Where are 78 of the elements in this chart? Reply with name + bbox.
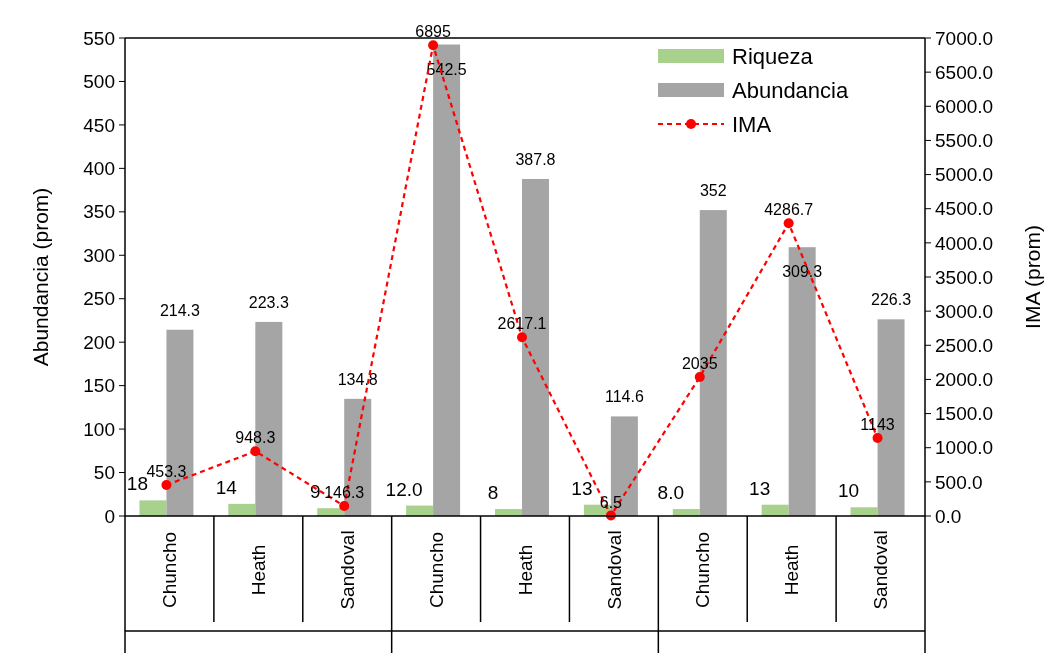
data-label: 352 [699, 182, 727, 200]
data-label: 8.0 [657, 482, 684, 504]
y2-tick-label: 3500.0 [935, 266, 994, 288]
x-tick-label: Sandoval [603, 530, 625, 610]
bar [228, 503, 256, 516]
data-label: 4286.7 [764, 201, 814, 219]
y-tick-label: 50 [93, 462, 115, 484]
point [694, 372, 705, 383]
y-tick-label: 100 [83, 418, 115, 440]
data-label: 9 [309, 481, 321, 503]
y2-tick-label: 2500.0 [935, 334, 994, 356]
x-tick-label: Chuncho [159, 531, 181, 609]
data-label: 948.3 [235, 429, 276, 447]
y-axis-title: Abundancia (prom) [29, 187, 52, 367]
data-label: 1143 [860, 415, 895, 433]
data-label: 309.3 [782, 263, 823, 281]
x-tick-label: Sandoval [870, 530, 892, 610]
data-label: 13 [571, 477, 593, 499]
y2-tick-label: 0.0 [935, 505, 962, 527]
point [428, 40, 439, 51]
data-label: 6.5 [599, 493, 623, 511]
y-tick-label: 350 [83, 201, 115, 223]
data-label: 223.3 [248, 293, 289, 311]
y2-tick-label: 6500.0 [935, 61, 994, 83]
y-tick-label: 200 [83, 331, 115, 353]
point [161, 480, 172, 491]
x-tick-label: Chuncho [692, 531, 714, 609]
y-tick-label: 400 [83, 158, 115, 180]
y2-tick-label: 2000.0 [935, 369, 994, 391]
data-label: 12.0 [385, 478, 423, 500]
bar [850, 507, 878, 516]
x-tick-label: Sandoval [336, 530, 358, 610]
data-label: 2035 [681, 355, 718, 373]
y-tick-label: 450 [83, 114, 115, 136]
y-tick-label: 500 [83, 71, 115, 93]
y2-tick-label: 6000.0 [935, 95, 994, 117]
y2-tick-label: 3000.0 [935, 300, 994, 322]
legend-label: Abundancia [732, 77, 849, 103]
data-label: 2617.1 [497, 315, 547, 333]
point [339, 501, 350, 512]
data-label: 146.3 [324, 484, 365, 502]
y-tick-label: 300 [83, 244, 115, 266]
point [517, 332, 527, 343]
y2-tick-label: 1500.0 [935, 403, 994, 425]
data-label: 214.3 [159, 301, 201, 319]
y-tick-label: 150 [83, 375, 115, 397]
point [250, 446, 261, 457]
data-label: 13 [749, 477, 771, 499]
x-tick-label: Heath [247, 544, 269, 596]
data-label: 10 [837, 480, 860, 502]
point [872, 432, 883, 443]
data-label: 114.6 [604, 388, 644, 406]
data-label: 387.8 [515, 150, 556, 168]
data-label: 14 [215, 476, 238, 498]
point [783, 218, 794, 229]
x-tick-label: Chuncho [425, 531, 447, 609]
bar [139, 500, 167, 516]
y2-tick-label: 4500.0 [935, 198, 994, 220]
y-tick-label: 550 [83, 27, 115, 49]
y-tick-label: 0 [104, 505, 115, 527]
y2-tick-label: 4000.0 [935, 232, 994, 254]
y2-tick-label: 7000.0 [935, 27, 994, 49]
data-label: 8 [487, 482, 499, 504]
data-label: 453.3 [146, 463, 187, 481]
legend-label: IMA [732, 111, 772, 137]
y2-tick-label: 5500.0 [935, 130, 994, 152]
data-label: 6895 [415, 23, 452, 41]
y2-tick-label: 500.0 [935, 471, 983, 493]
y2-axis-title: IMA (prom) [1021, 225, 1044, 329]
legend-label: Riqueza [732, 43, 814, 69]
x-tick-label: Heath [781, 544, 803, 596]
data-label: 226.3 [871, 291, 912, 309]
data-label: 134.8 [337, 370, 378, 388]
y2-tick-label: 1000.0 [935, 437, 994, 459]
data-label: 542.5 [426, 60, 467, 78]
x-tick-label: Heath [514, 544, 536, 596]
y-tick-label: 250 [83, 288, 115, 310]
y2-tick-label: 5000.0 [935, 164, 994, 186]
